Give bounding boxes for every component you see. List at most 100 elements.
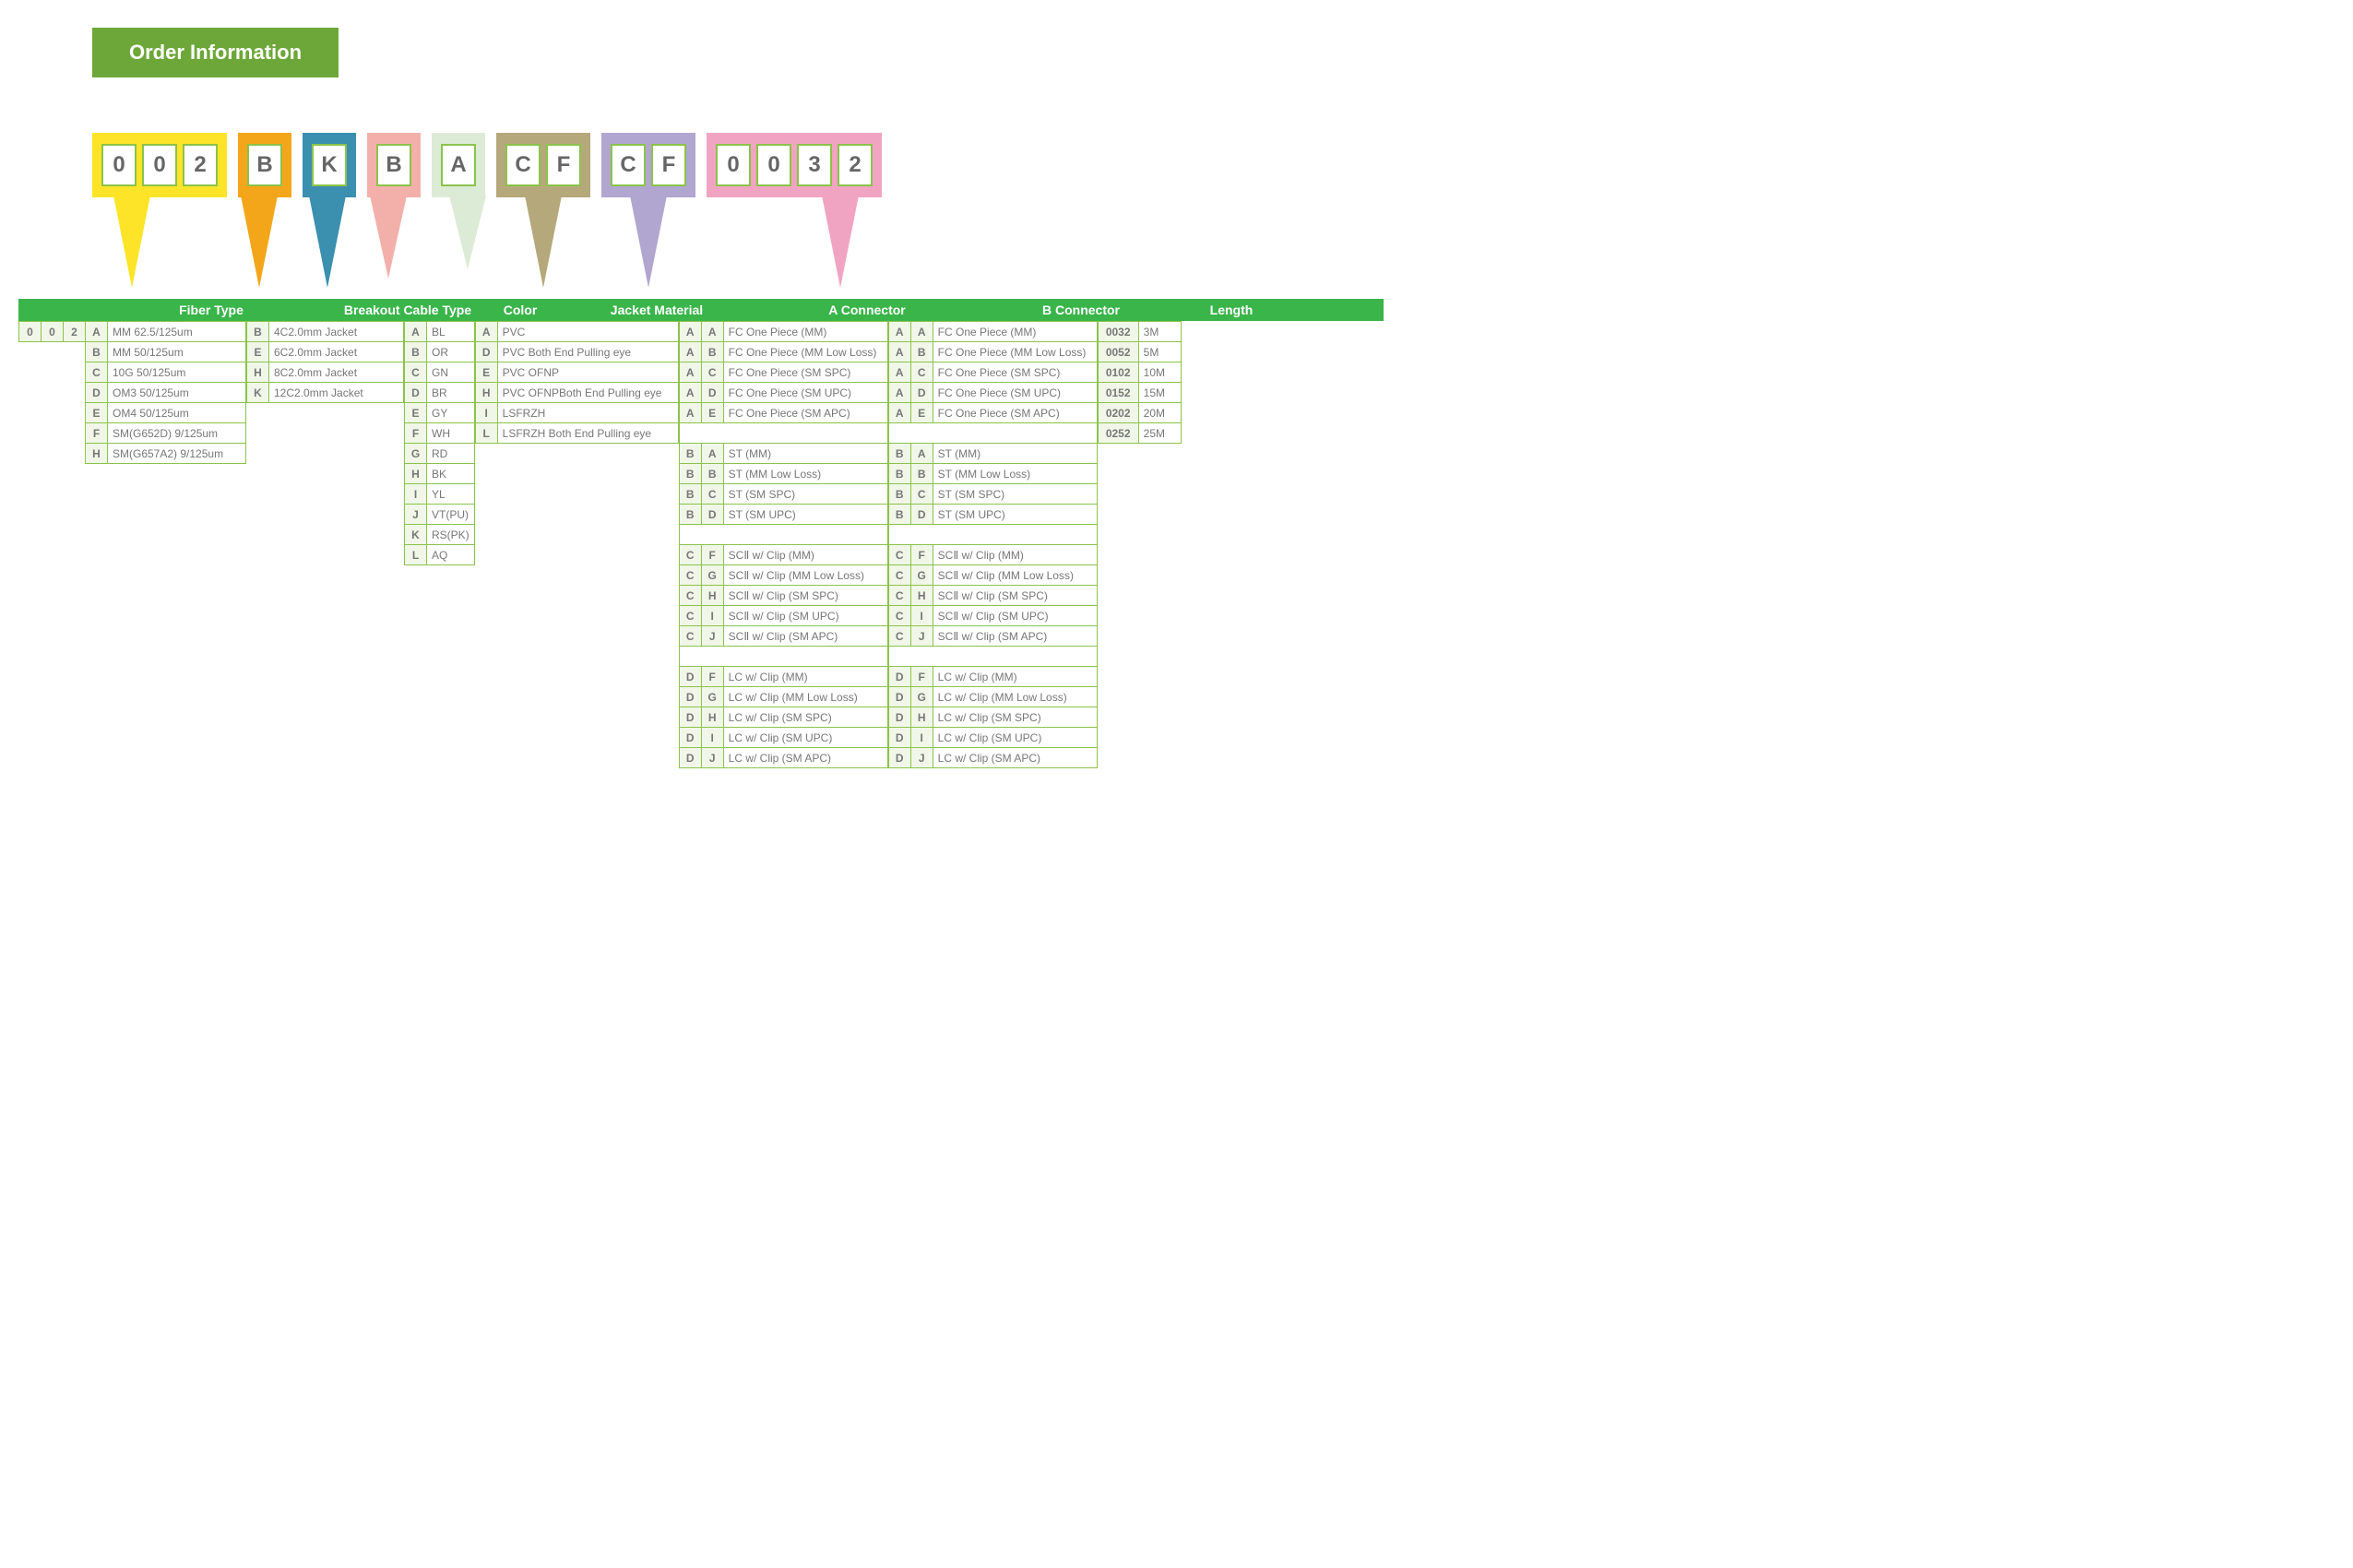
code-cell: C [679, 586, 701, 606]
desc-cell: SM(G652D) 9/125um [108, 423, 246, 444]
bubble-pointer [822, 196, 859, 288]
code-cell: D [679, 728, 701, 748]
bubble-char: 2 [838, 144, 873, 186]
code-cell: C [679, 626, 701, 647]
code-cell: F [86, 423, 108, 444]
code-cell: F [701, 545, 723, 565]
bubble-pointer [630, 196, 667, 288]
bubble-pointer [309, 196, 346, 288]
desc-cell: ST (MM Low Loss) [723, 464, 887, 484]
code-cell: F [701, 667, 723, 687]
code-cell: A [86, 322, 108, 342]
code-cell: D [701, 505, 723, 525]
desc-cell: ST (MM) [723, 444, 887, 464]
desc-cell: ST (SM UPC) [723, 505, 887, 525]
code-cell: E [475, 362, 497, 383]
desc-cell: 12C2.0mm Jacket [269, 383, 404, 403]
code-cell: B [701, 464, 723, 484]
desc-cell: FC One Piece (MM) [723, 322, 887, 342]
desc-cell: PVC OFNPBoth End Pulling eye [497, 383, 678, 403]
desc-cell: LSFRZH Both End Pulling eye [497, 423, 678, 444]
bubble-char: F [546, 144, 581, 186]
code-cell: 0152 [1098, 383, 1138, 403]
desc-cell: LC w/ Clip (MM Low Loss) [723, 687, 887, 707]
bubble-pointer [241, 196, 278, 288]
desc-cell: ST (MM Low Loss) [933, 464, 1097, 484]
bubble-char: 0 [756, 144, 791, 186]
code-cell: A [405, 322, 427, 342]
bubble-char: C [505, 144, 541, 186]
bubble-char: 0 [142, 144, 177, 186]
code-bubbles: 002BKBACFCF0032 [92, 133, 1384, 299]
desc-cell: GN [427, 362, 475, 383]
code-cell: L [475, 423, 497, 444]
column-header: A Connector [760, 299, 974, 321]
desc-cell: LC w/ Clip (MM Low Loss) [933, 687, 1097, 707]
lookup-tables: 002AMM 62.5/125umBMM 50/125umC10G 50/125… [18, 321, 1384, 768]
blank-row [679, 647, 887, 667]
code-cell: H [910, 707, 933, 728]
desc-cell: SCⅡ w/ Clip (SM APC) [723, 626, 887, 647]
code-cell: C [405, 362, 427, 383]
code-cell: B [679, 484, 701, 505]
code-cell: D [701, 383, 723, 403]
code-cell: G [701, 565, 723, 586]
code-cell: A [475, 322, 497, 342]
code-cell: A [701, 444, 723, 464]
code-cell: B [247, 322, 269, 342]
desc-cell: FC One Piece (SM APC) [723, 403, 887, 423]
desc-cell: LC w/ Clip (SM UPC) [723, 728, 887, 748]
bubble-3: B [367, 133, 421, 197]
desc-cell: SCⅡ w/ Clip (MM Low Loss) [933, 565, 1097, 586]
desc-cell: LC w/ Clip (SM SPC) [723, 707, 887, 728]
desc-cell: LC w/ Clip (MM) [933, 667, 1097, 687]
code-cell: I [910, 606, 933, 626]
code-cell: J [701, 748, 723, 768]
code-cell: A [701, 322, 723, 342]
code-cell: D [475, 342, 497, 362]
code-cell: I [701, 728, 723, 748]
desc-cell: 8C2.0mm Jacket [269, 362, 404, 383]
desc-cell: LC w/ Clip (SM APC) [933, 748, 1097, 768]
column-header: Length [1188, 299, 1275, 321]
desc-cell: 25M [1138, 423, 1181, 444]
desc-cell: ST (SM SPC) [723, 484, 887, 505]
bubble-char: 3 [797, 144, 832, 186]
bubble-pointer [370, 196, 407, 279]
code-cell: D [679, 667, 701, 687]
prefix-cell: 0 [19, 322, 42, 342]
code-cell: G [910, 687, 933, 707]
code-cell: C [701, 362, 723, 383]
bubble-char: A [441, 144, 476, 186]
code-cell: B [679, 505, 701, 525]
page-title: Order Information [92, 28, 339, 77]
desc-cell: LSFRZH [497, 403, 678, 423]
code-cell: B [888, 464, 910, 484]
desc-cell: GY [427, 403, 475, 423]
bubble-1: B [238, 133, 291, 197]
code-cell: I [910, 728, 933, 748]
desc-cell: FC One Piece (SM UPC) [723, 383, 887, 403]
bubble-6: CF [601, 133, 695, 197]
code-cell: A [679, 322, 701, 342]
desc-cell: 10M [1138, 362, 1181, 383]
code-cell: H [86, 444, 108, 464]
blank-row [679, 525, 887, 545]
code-cell: C [888, 606, 910, 626]
desc-cell: AQ [427, 545, 475, 565]
bubble-4: A [432, 133, 485, 197]
desc-cell: FC One Piece (MM Low Loss) [933, 342, 1097, 362]
desc-cell: SCⅡ w/ Clip (MM Low Loss) [723, 565, 887, 586]
code-cell: B [910, 342, 933, 362]
code-cell: C [888, 565, 910, 586]
desc-cell: 10G 50/125um [108, 362, 246, 383]
code-cell: C [910, 484, 933, 505]
code-cell: J [701, 626, 723, 647]
code-cell: 0102 [1098, 362, 1138, 383]
code-cell: H [701, 586, 723, 606]
code-cell: J [405, 505, 427, 525]
desc-cell: OR [427, 342, 475, 362]
bubble-2: K [303, 133, 356, 197]
desc-cell: PVC OFNP [497, 362, 678, 383]
code-cell: D [910, 383, 933, 403]
